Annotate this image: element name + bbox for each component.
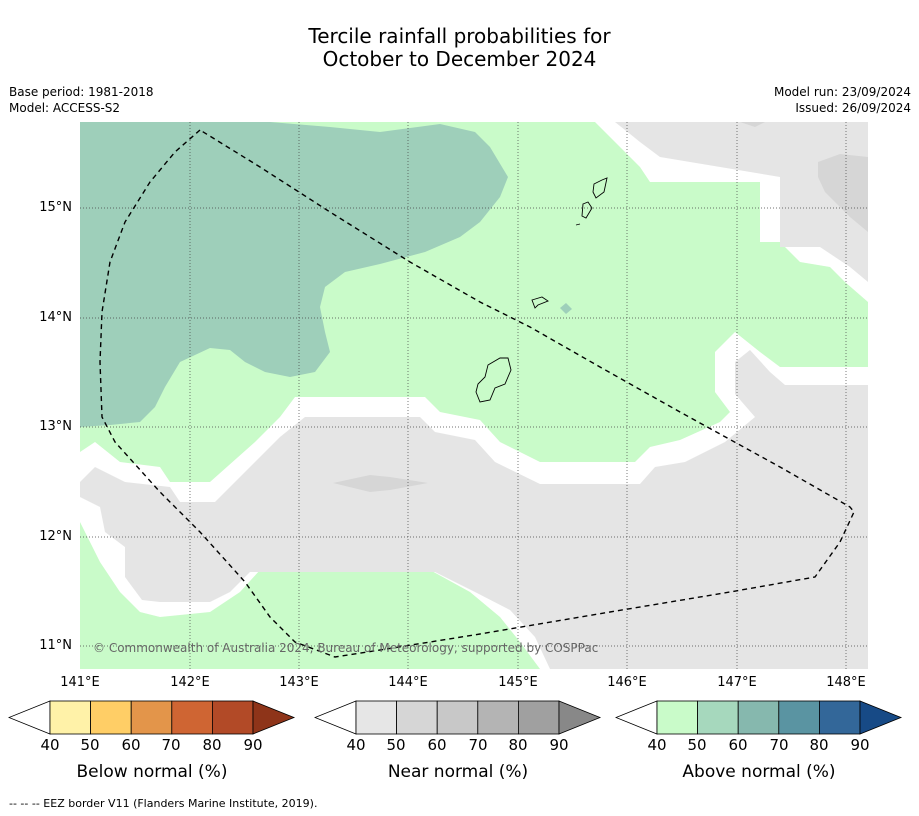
colorbar-below-blocks — [8, 700, 296, 735]
near-normal-top-right — [615, 122, 868, 282]
lat-label-12n: 12°N — [39, 529, 72, 544]
colorbar-swatch — [517, 700, 560, 735]
model-run: Model run: 23/09/2024 — [773, 85, 911, 99]
colorbar-swatch — [130, 700, 173, 735]
eez-legend-note: -- -- -- EEZ border V11 (Flanders Marine… — [9, 797, 318, 810]
colorbar-near-blocks — [314, 700, 602, 735]
title-line-1: Tercile rainfall probabilities for — [308, 24, 611, 48]
islands — [475, 177, 608, 403]
lon-label-147e: 147°E — [717, 675, 757, 690]
cb-near-tick: 90 — [549, 736, 569, 754]
cb-above-tick: 70 — [769, 736, 789, 754]
lon-label-146e: 146°E — [607, 675, 647, 690]
colorbar-max-extension — [859, 700, 903, 735]
copyright-note: © Commonwealth of Australia 2024, Bureau… — [93, 641, 599, 655]
colorbar-near-label: Near normal (%) — [387, 762, 529, 782]
island-saipan — [592, 177, 608, 199]
model-name: Model: ACCESS-S2 — [9, 101, 121, 115]
colorbar-swatch — [477, 700, 519, 735]
lon-label-141e: 141°E — [60, 675, 100, 690]
lat-label-13n: 13°N — [39, 419, 72, 434]
colorbar-above — [615, 700, 903, 735]
cb-below-tick: 50 — [80, 736, 100, 754]
lon-label-142e: 142°E — [170, 675, 210, 690]
lat-label-14n: 14°N — [39, 310, 72, 325]
meta-left: Base period: 1981-2018 Model: ACCESS-S2 — [9, 84, 154, 116]
lon-label-148e: 148°E — [826, 675, 866, 690]
colorbar-swatch — [818, 700, 861, 735]
cb-near-tick: 50 — [386, 736, 406, 754]
colorbar-swatch — [436, 700, 479, 735]
cb-below-tick: 70 — [161, 736, 181, 754]
rainfall-map — [80, 122, 868, 669]
island-guam — [475, 357, 512, 403]
colorbar-above-blocks — [615, 700, 903, 735]
lon-label-145e: 145°E — [498, 675, 538, 690]
cb-above-tick: 60 — [728, 736, 748, 754]
colorbar-swatch — [737, 700, 780, 735]
colorbar-swatch — [697, 700, 739, 735]
cb-above-tick: 50 — [687, 736, 707, 754]
cb-above-tick: 90 — [850, 736, 870, 754]
colorbar-swatch — [656, 700, 698, 735]
island-rota — [531, 296, 549, 309]
cb-above-tick: 80 — [809, 736, 829, 754]
cb-near-tick: 70 — [468, 736, 488, 754]
lat-label-15n: 15°N — [39, 200, 72, 215]
above-normal-50-diamond — [560, 303, 572, 314]
cb-below-tick: 40 — [40, 736, 60, 754]
cb-near-tick: 40 — [346, 736, 366, 754]
colorbar-max-extension — [252, 700, 296, 735]
colorbar-swatch — [396, 700, 438, 735]
issued-date: Issued: 26/09/2024 — [795, 101, 911, 115]
colorbar-above-label: Above normal (%) — [682, 762, 836, 782]
above-normal-50-region — [80, 122, 508, 427]
colorbar-swatch — [778, 700, 820, 735]
island-aguijan — [575, 223, 581, 226]
colorbar-swatch — [49, 700, 91, 735]
base-period: Base period: 1981-2018 — [9, 85, 154, 99]
colorbar-swatch — [171, 700, 213, 735]
lon-label-144e: 144°E — [388, 675, 428, 690]
cb-below-tick: 90 — [243, 736, 263, 754]
colorbar-near — [314, 700, 602, 735]
lat-label-11n: 11°N — [39, 638, 72, 653]
grid-lines — [80, 122, 868, 669]
title-line-2: October to December 2024 — [322, 47, 597, 71]
near-normal-50-top-left — [740, 122, 765, 127]
colorbar-swatch — [90, 700, 132, 735]
meta-right: Model run: 23/09/2024 Issued: 26/09/2024 — [774, 84, 911, 116]
colorbar-below-label: Below normal (%) — [76, 762, 228, 782]
near-normal-50-patch — [333, 475, 428, 492]
colorbar-min-extension — [615, 700, 658, 735]
cb-near-tick: 60 — [427, 736, 447, 754]
colorbar-swatch — [211, 700, 254, 735]
cb-above-tick: 40 — [647, 736, 667, 754]
colorbar-min-extension — [8, 700, 51, 735]
lon-label-143e: 143°E — [279, 675, 319, 690]
near-normal-40-region — [80, 350, 868, 669]
colorbar-swatch — [355, 700, 397, 735]
colorbar-max-extension — [558, 700, 602, 735]
cb-below-tick: 60 — [121, 736, 141, 754]
island-tinian — [581, 201, 593, 219]
colorbar-min-extension — [314, 700, 357, 735]
near-normal-50-top-right — [818, 154, 868, 232]
cb-below-tick: 80 — [202, 736, 222, 754]
cb-near-tick: 80 — [508, 736, 528, 754]
colorbar-below — [8, 700, 296, 735]
